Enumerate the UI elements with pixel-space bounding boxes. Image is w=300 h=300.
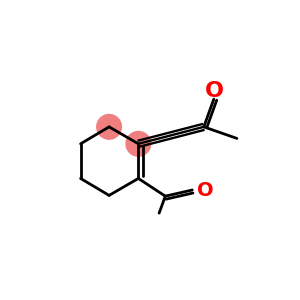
Text: O: O (197, 181, 214, 200)
Circle shape (97, 115, 122, 139)
Text: O: O (205, 81, 224, 101)
Circle shape (126, 131, 151, 156)
